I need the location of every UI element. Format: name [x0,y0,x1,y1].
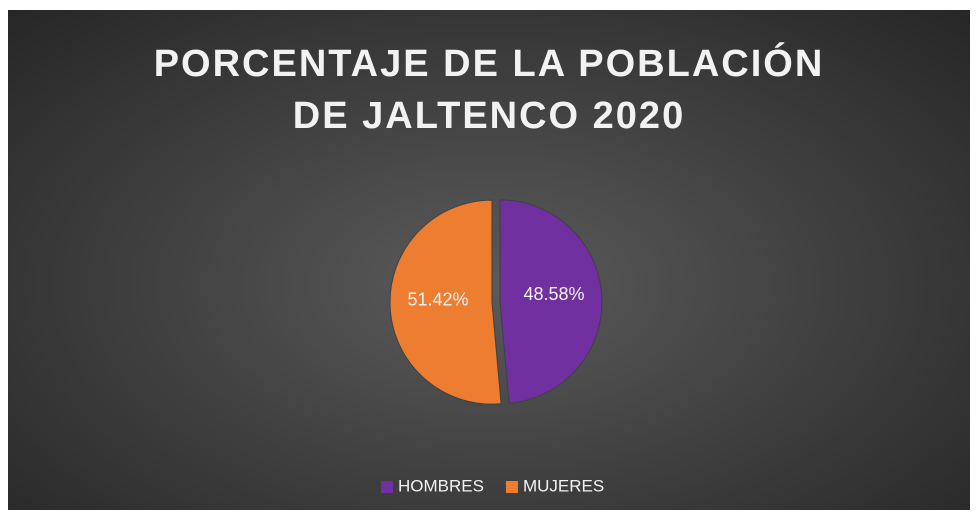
chart-title: PORCENTAJE DE LA POBLACIÓN DE JALTENCO 2… [153,43,825,137]
pie-slice [499,199,603,404]
chart: 48.58% 51.42% HOMBRES MUJERES [381,199,604,495]
legend-swatch [381,481,393,493]
legend-label: HOMBRES [398,476,484,495]
data-label: 48.58% [523,284,584,304]
chart-area: PORCENTAJE DE LA POBLACIÓN DE JALTENCO 2… [8,10,970,510]
pie-slice [389,199,502,405]
data-label: 51.42% [407,289,468,309]
legend-swatch [505,481,518,493]
legend-label: MUJERES [523,476,604,495]
